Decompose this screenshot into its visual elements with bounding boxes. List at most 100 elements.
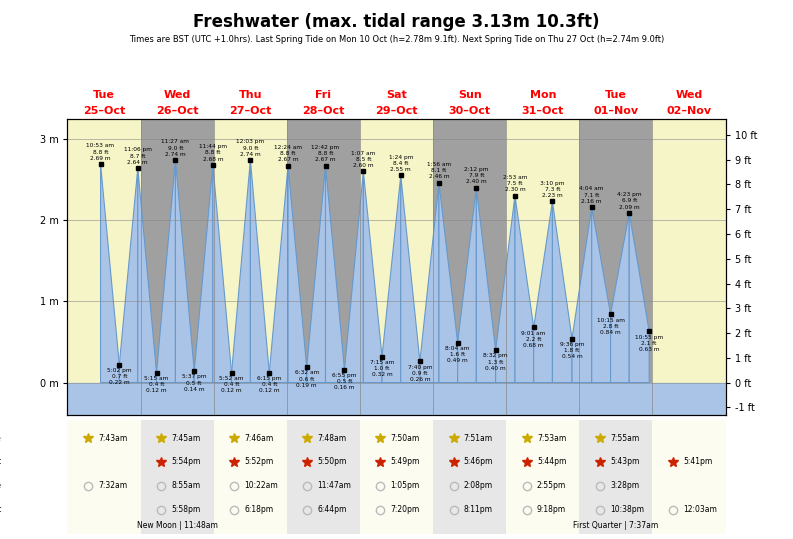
Text: 2:53 am
7.5 ft
2.30 m: 2:53 am 7.5 ft 2.30 m: [503, 175, 527, 192]
Text: 4:23 pm
6.9 ft
2.09 m: 4:23 pm 6.9 ft 2.09 m: [617, 192, 642, 210]
Text: 5:41pm: 5:41pm: [684, 458, 712, 466]
Text: 7:48am: 7:48am: [317, 433, 347, 443]
Text: New Moon | 11:48am: New Moon | 11:48am: [136, 521, 217, 530]
Text: 7:51am: 7:51am: [464, 433, 493, 443]
Polygon shape: [194, 165, 213, 383]
Text: Sun: Sun: [458, 89, 481, 100]
Text: 10:55 pm
2.1 ft
0.63 m: 10:55 pm 2.1 ft 0.63 m: [635, 335, 663, 352]
Polygon shape: [101, 164, 119, 383]
Text: 10:38pm: 10:38pm: [610, 505, 644, 514]
Polygon shape: [439, 183, 458, 383]
Text: 31–Oct: 31–Oct: [522, 106, 564, 116]
Text: 3:28pm: 3:28pm: [610, 481, 639, 490]
Text: 12:03am: 12:03am: [684, 505, 717, 514]
Polygon shape: [629, 213, 649, 383]
Polygon shape: [496, 196, 515, 383]
Text: 12:24 am
8.8 ft
2.67 m: 12:24 am 8.8 ft 2.67 m: [274, 145, 302, 162]
Text: 7:50am: 7:50am: [391, 433, 420, 443]
Text: Sat: Sat: [386, 89, 407, 100]
Polygon shape: [270, 165, 288, 383]
Text: 02–Nov: 02–Nov: [666, 106, 711, 116]
Polygon shape: [325, 165, 344, 383]
Text: 6:44pm: 6:44pm: [317, 505, 347, 514]
Polygon shape: [553, 202, 572, 383]
Text: 6:18pm: 6:18pm: [244, 505, 274, 514]
Polygon shape: [156, 160, 175, 383]
Text: 11:06 pm
8.7 ft
2.64 m: 11:06 pm 8.7 ft 2.64 m: [124, 148, 151, 165]
Text: 11:44 pm
8.8 ft
2.68 m: 11:44 pm 8.8 ft 2.68 m: [199, 144, 227, 162]
Text: 7:46am: 7:46am: [244, 433, 274, 443]
Bar: [67, 420, 140, 534]
Text: 6:55 pm
0.5 ft
0.16 m: 6:55 pm 0.5 ft 0.16 m: [332, 373, 357, 390]
Bar: [67, 119, 140, 415]
Text: 8:04 am
1.6 ft
0.49 m: 8:04 am 1.6 ft 0.49 m: [446, 346, 470, 363]
Text: 7:45am: 7:45am: [171, 433, 201, 443]
Text: 5:43pm: 5:43pm: [610, 458, 639, 466]
Text: Wed: Wed: [163, 89, 191, 100]
Text: 9:18pm: 9:18pm: [537, 505, 566, 514]
Bar: [213, 119, 287, 415]
Text: Freshwater (max. tidal range 3.13m 10.3ft): Freshwater (max. tidal range 3.13m 10.3f…: [193, 13, 600, 31]
Bar: [653, 420, 726, 534]
Polygon shape: [119, 168, 138, 383]
Bar: [360, 420, 433, 534]
Text: 8:11pm: 8:11pm: [464, 505, 492, 514]
Text: 6:32 am
0.6 ft
0.19 m: 6:32 am 0.6 ft 0.19 m: [294, 370, 319, 388]
Polygon shape: [251, 160, 270, 383]
Polygon shape: [572, 207, 592, 383]
Text: 10:22am: 10:22am: [244, 481, 278, 490]
Text: 7:32am: 7:32am: [98, 481, 127, 490]
Polygon shape: [515, 196, 534, 383]
Text: Thu: Thu: [239, 89, 262, 100]
Text: 9:01 am
2.2 ft
0.68 m: 9:01 am 2.2 ft 0.68 m: [522, 330, 546, 348]
Polygon shape: [534, 202, 553, 383]
Text: 5:54pm: 5:54pm: [171, 458, 201, 466]
Text: 7:55am: 7:55am: [610, 433, 639, 443]
Text: Sunrise: Sunrise: [0, 433, 2, 443]
Polygon shape: [307, 165, 325, 383]
Text: 5:52pm: 5:52pm: [244, 458, 274, 466]
Text: 10:15 am
2.8 ft
0.84 m: 10:15 am 2.8 ft 0.84 m: [596, 317, 625, 335]
Text: 2:12 pm
7.9 ft
2.40 m: 2:12 pm 7.9 ft 2.40 m: [464, 167, 488, 184]
Text: 1:24 pm
8.4 ft
2.55 m: 1:24 pm 8.4 ft 2.55 m: [389, 155, 413, 172]
Text: 5:15 am
0.4 ft
0.12 m: 5:15 am 0.4 ft 0.12 m: [144, 376, 169, 393]
Text: Sunset: Sunset: [0, 458, 2, 466]
Text: 11:27 am
9.0 ft
2.74 m: 11:27 am 9.0 ft 2.74 m: [162, 140, 190, 157]
Polygon shape: [175, 160, 194, 383]
Text: 5:49pm: 5:49pm: [391, 458, 420, 466]
Text: 5:58pm: 5:58pm: [171, 505, 201, 514]
Text: Times are BST (UTC +1.0hrs). Last Spring Tide on Mon 10 Oct (h=2.78m 9.1ft). Nex: Times are BST (UTC +1.0hrs). Last Spring…: [129, 35, 664, 44]
Text: 29–Oct: 29–Oct: [375, 106, 418, 116]
Polygon shape: [344, 171, 363, 383]
Text: 01–Nov: 01–Nov: [593, 106, 638, 116]
Polygon shape: [611, 213, 629, 383]
Text: 5:46pm: 5:46pm: [464, 458, 493, 466]
Polygon shape: [288, 165, 307, 383]
Text: 5:37 pm
0.5 ft
0.14 m: 5:37 pm 0.5 ft 0.14 m: [182, 375, 206, 392]
Polygon shape: [458, 188, 477, 383]
Text: 7:40 pm
0.9 ft
0.26 m: 7:40 pm 0.9 ft 0.26 m: [408, 365, 432, 382]
Text: 1:07 am
8.5 ft
2.60 m: 1:07 am 8.5 ft 2.60 m: [351, 151, 376, 168]
Text: 8:32 pm
1.3 ft
0.40 m: 8:32 pm 1.3 ft 0.40 m: [483, 353, 508, 371]
Bar: [140, 119, 213, 415]
Text: 8:55am: 8:55am: [171, 481, 201, 490]
Text: 2:08pm: 2:08pm: [464, 481, 493, 490]
Text: 11:47am: 11:47am: [317, 481, 351, 490]
Text: Moonset: Moonset: [0, 505, 2, 514]
Text: 1:56 am
8.1 ft
2.46 m: 1:56 am 8.1 ft 2.46 m: [427, 162, 451, 179]
Polygon shape: [419, 183, 439, 383]
Text: 7:43am: 7:43am: [98, 433, 128, 443]
Text: First Quarter | 7:37am: First Quarter | 7:37am: [573, 521, 658, 530]
Polygon shape: [363, 171, 382, 383]
Text: 7:53am: 7:53am: [537, 433, 566, 443]
Polygon shape: [138, 168, 156, 383]
Text: Moonrise: Moonrise: [0, 481, 2, 490]
Bar: [433, 420, 506, 534]
Bar: [580, 420, 653, 534]
Text: 6:15 pm
0.4 ft
0.12 m: 6:15 pm 0.4 ft 0.12 m: [257, 376, 282, 393]
Text: 26–Oct: 26–Oct: [156, 106, 198, 116]
Text: 5:44pm: 5:44pm: [537, 458, 566, 466]
Polygon shape: [382, 175, 400, 383]
Bar: [506, 119, 580, 415]
Text: 12:42 pm
8.8 ft
2.67 m: 12:42 pm 8.8 ft 2.67 m: [312, 145, 339, 162]
